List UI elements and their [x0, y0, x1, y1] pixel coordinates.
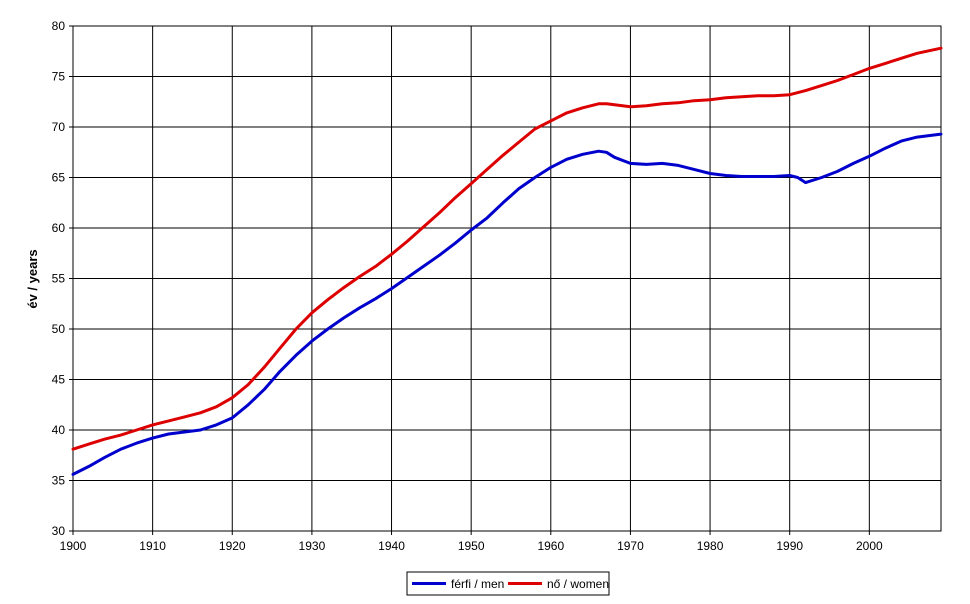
x-tick-label: 1990	[776, 539, 803, 553]
legend: férfi / men nő / women	[406, 571, 610, 596]
y-tick-label: 75	[52, 70, 66, 84]
x-tick-label: 1950	[458, 539, 485, 553]
legend-label-women: nő / women	[547, 577, 609, 591]
x-tick-label: 1940	[378, 539, 405, 553]
y-tick-label: 80	[52, 19, 66, 33]
x-tick-label: 1960	[537, 539, 564, 553]
y-axis-label: év / years	[25, 249, 40, 308]
y-tick-label: 35	[52, 474, 66, 488]
x-tick-label: 1980	[697, 539, 724, 553]
x-tick-label: 1920	[219, 539, 246, 553]
y-tick-label: 50	[52, 322, 66, 336]
y-tick-label: 40	[52, 423, 66, 437]
series-line-men	[71, 132, 943, 476]
x-tick-label: 1900	[60, 539, 87, 553]
series-line-women	[71, 46, 943, 451]
legend-label-men: férfi / men	[451, 577, 504, 591]
y-tick-label: 60	[52, 221, 66, 235]
y-axis-tick-labels: 30 35 40 45 50 55 60 65 70 75 80	[52, 19, 73, 538]
y-tick-label: 55	[52, 272, 66, 286]
x-axis-tick-labels: 1900 1910 1920 1930 1940 1950 1960 1970 1980 1990…	[60, 531, 883, 553]
x-tick-label: 2000	[856, 539, 883, 553]
x-tick-label: 1930	[299, 539, 326, 553]
data-series	[71, 46, 943, 476]
grid-lines	[72, 25, 941, 532]
y-tick-label: 30	[52, 524, 66, 538]
y-tick-label: 70	[52, 120, 66, 134]
y-tick-label: 45	[52, 373, 66, 387]
y-tick-label: 65	[52, 171, 66, 185]
x-tick-label: 1910	[139, 539, 166, 553]
x-tick-label: 1970	[617, 539, 644, 553]
